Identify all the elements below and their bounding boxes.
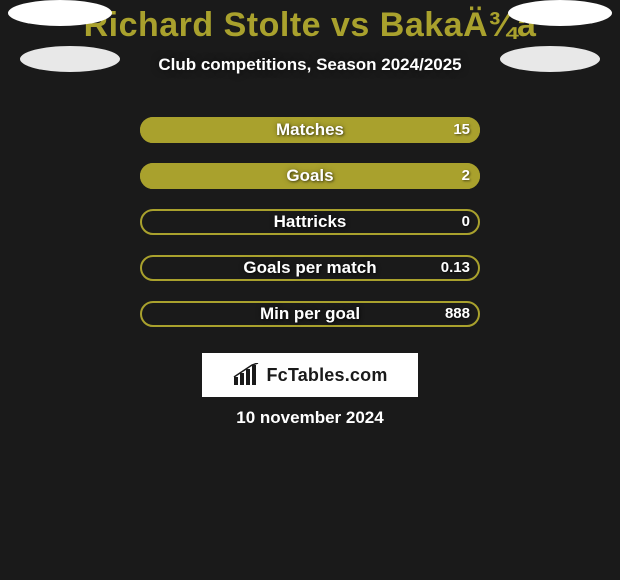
stat-value: 2 [140, 163, 470, 189]
stat-value: 888 [140, 301, 470, 327]
stats-rows: Matches 15 Goals 2 Hattricks 0 Goals per… [0, 117, 620, 347]
player-left-marker [8, 0, 112, 26]
stat-row: Hattricks 0 [0, 209, 620, 255]
stat-value: 0 [140, 209, 470, 235]
player-right-shadow [500, 46, 600, 72]
player-right-marker [508, 0, 612, 26]
site-logo: FcTables.com [202, 353, 418, 397]
stat-value: 0.13 [140, 255, 470, 281]
stat-row: Goals 2 [0, 163, 620, 209]
stat-row: Matches 15 [0, 117, 620, 163]
stat-value: 15 [140, 117, 470, 143]
stat-row: Min per goal 888 [0, 301, 620, 347]
stat-row: Goals per match 0.13 [0, 255, 620, 301]
bar-chart-icon [232, 363, 260, 387]
comparison-card: Richard Stolte vs BakaÄ¾a Club competiti… [0, 0, 620, 580]
player-left-shadow [20, 46, 120, 72]
snapshot-date: 10 november 2024 [0, 408, 620, 428]
site-logo-text: FcTables.com [266, 365, 387, 386]
